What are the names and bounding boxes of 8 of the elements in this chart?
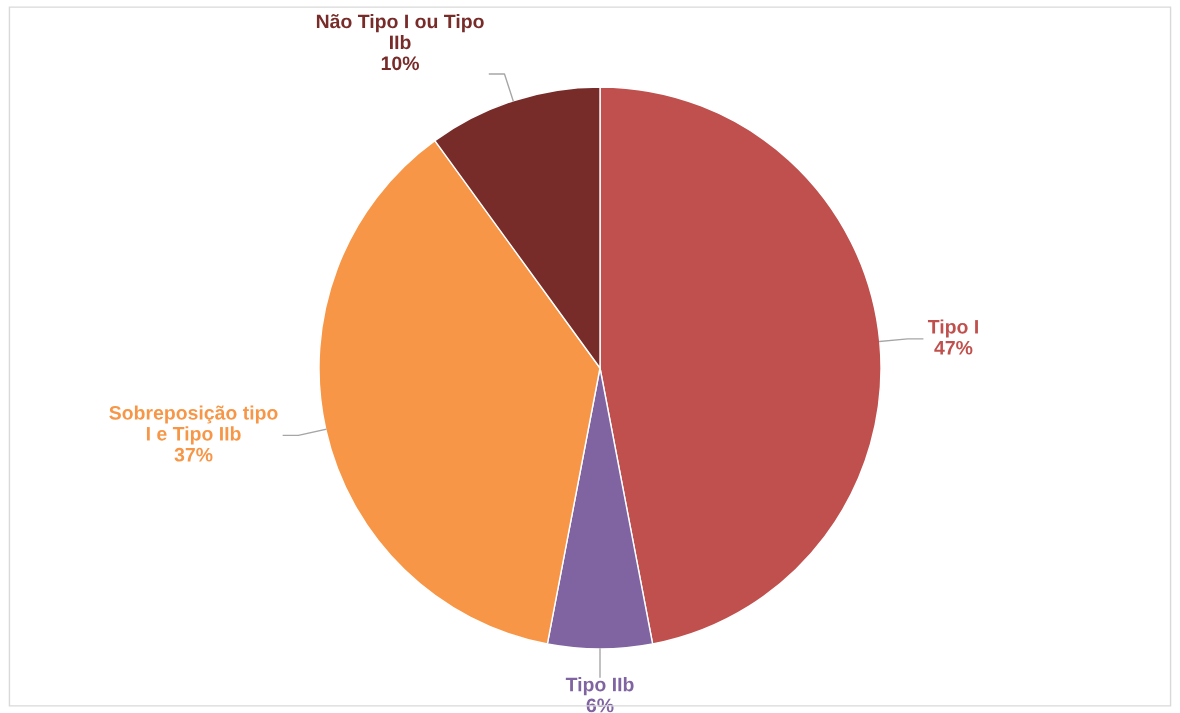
data-label: 47% bbox=[934, 340, 973, 355]
data-label: 10% bbox=[381, 56, 419, 71]
data-label: 6% bbox=[586, 698, 614, 713]
slice-label: Tipo IIb bbox=[565, 677, 634, 696]
data-label: 37% bbox=[174, 447, 213, 462]
slice-label: Tipo I bbox=[927, 319, 978, 338]
slice-label: Sobreposição tipo I e Tipo IIb bbox=[109, 405, 278, 445]
slice-label: Não Tipo I ou Tipo IIb bbox=[316, 14, 484, 50]
